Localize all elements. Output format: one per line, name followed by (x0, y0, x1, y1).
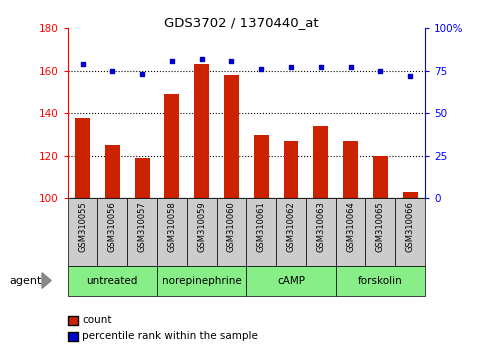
Text: GSM310056: GSM310056 (108, 202, 117, 252)
Text: forskolin: forskolin (358, 275, 403, 286)
FancyBboxPatch shape (246, 266, 336, 296)
FancyBboxPatch shape (336, 266, 425, 296)
Point (168, 58, 176, 63)
FancyBboxPatch shape (127, 198, 157, 266)
Bar (254, 135, 269, 198)
FancyBboxPatch shape (157, 198, 187, 266)
Point (287, 64, 295, 70)
FancyBboxPatch shape (276, 198, 306, 266)
Bar (373, 156, 388, 198)
Text: norepinephrine: norepinephrine (162, 275, 242, 286)
Bar (224, 75, 239, 198)
FancyBboxPatch shape (395, 198, 425, 266)
Text: GSM310061: GSM310061 (257, 202, 266, 252)
FancyBboxPatch shape (216, 198, 246, 266)
FancyBboxPatch shape (246, 198, 276, 266)
Bar (313, 126, 328, 198)
Bar (105, 145, 120, 198)
FancyBboxPatch shape (68, 266, 157, 296)
Bar (403, 192, 418, 198)
Text: untreated: untreated (86, 275, 138, 286)
Text: percentile rank within the sample: percentile rank within the sample (82, 331, 258, 341)
Text: GSM310062: GSM310062 (286, 202, 296, 252)
Text: GSM310058: GSM310058 (168, 202, 176, 252)
FancyBboxPatch shape (187, 198, 216, 266)
Point (79, 61, 86, 67)
Point (377, 68, 384, 74)
Text: GSM310064: GSM310064 (346, 202, 355, 252)
FancyBboxPatch shape (366, 198, 395, 266)
Point (257, 66, 265, 72)
Bar (164, 94, 179, 198)
Text: GSM310066: GSM310066 (406, 202, 414, 252)
FancyBboxPatch shape (98, 198, 127, 266)
Polygon shape (42, 273, 51, 288)
Text: GSM310060: GSM310060 (227, 202, 236, 252)
FancyBboxPatch shape (68, 198, 98, 266)
Text: GSM310059: GSM310059 (197, 202, 206, 252)
Bar (75, 118, 90, 198)
Point (347, 64, 355, 70)
FancyBboxPatch shape (336, 198, 366, 266)
Bar (284, 141, 298, 198)
Text: count: count (82, 315, 112, 325)
Text: GSM310063: GSM310063 (316, 202, 325, 252)
Text: cAMP: cAMP (277, 275, 305, 286)
Point (138, 72, 146, 77)
Point (317, 64, 325, 70)
Point (406, 73, 414, 79)
Text: GDS3702 / 1370440_at: GDS3702 / 1370440_at (164, 16, 319, 29)
Point (198, 56, 206, 62)
FancyBboxPatch shape (306, 198, 336, 266)
Point (109, 68, 116, 74)
Bar (194, 64, 209, 198)
Text: GSM310057: GSM310057 (138, 202, 146, 252)
Point (227, 58, 235, 63)
FancyBboxPatch shape (157, 266, 246, 296)
Bar (135, 158, 150, 198)
Text: agent: agent (10, 275, 42, 286)
Bar (343, 141, 358, 198)
Text: GSM310065: GSM310065 (376, 202, 385, 252)
Text: GSM310055: GSM310055 (78, 202, 87, 252)
